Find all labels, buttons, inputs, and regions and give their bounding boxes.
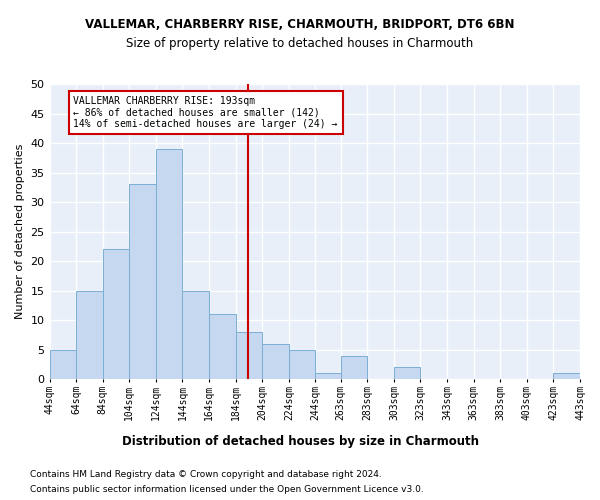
Bar xyxy=(50,350,76,379)
Bar xyxy=(553,374,580,379)
Bar xyxy=(76,290,103,379)
Bar xyxy=(289,350,316,379)
Text: Contains HM Land Registry data © Crown copyright and database right 2024.: Contains HM Land Registry data © Crown c… xyxy=(30,470,382,479)
Text: Contains public sector information licensed under the Open Government Licence v3: Contains public sector information licen… xyxy=(30,485,424,494)
Bar xyxy=(182,290,209,379)
Bar xyxy=(394,368,421,379)
Bar xyxy=(316,374,341,379)
Text: Size of property relative to detached houses in Charmouth: Size of property relative to detached ho… xyxy=(127,38,473,51)
Text: VALLEMAR CHARBERRY RISE: 193sqm
← 86% of detached houses are smaller (142)
14% o: VALLEMAR CHARBERRY RISE: 193sqm ← 86% of… xyxy=(73,96,338,129)
Bar xyxy=(209,314,236,379)
Bar xyxy=(103,250,130,379)
Y-axis label: Number of detached properties: Number of detached properties xyxy=(15,144,25,320)
Text: Distribution of detached houses by size in Charmouth: Distribution of detached houses by size … xyxy=(121,435,479,448)
Text: VALLEMAR, CHARBERRY RISE, CHARMOUTH, BRIDPORT, DT6 6BN: VALLEMAR, CHARBERRY RISE, CHARMOUTH, BRI… xyxy=(85,18,515,30)
Bar xyxy=(130,184,156,379)
Bar xyxy=(341,356,367,379)
Bar xyxy=(236,332,262,379)
Bar xyxy=(156,149,182,379)
Bar xyxy=(262,344,289,379)
